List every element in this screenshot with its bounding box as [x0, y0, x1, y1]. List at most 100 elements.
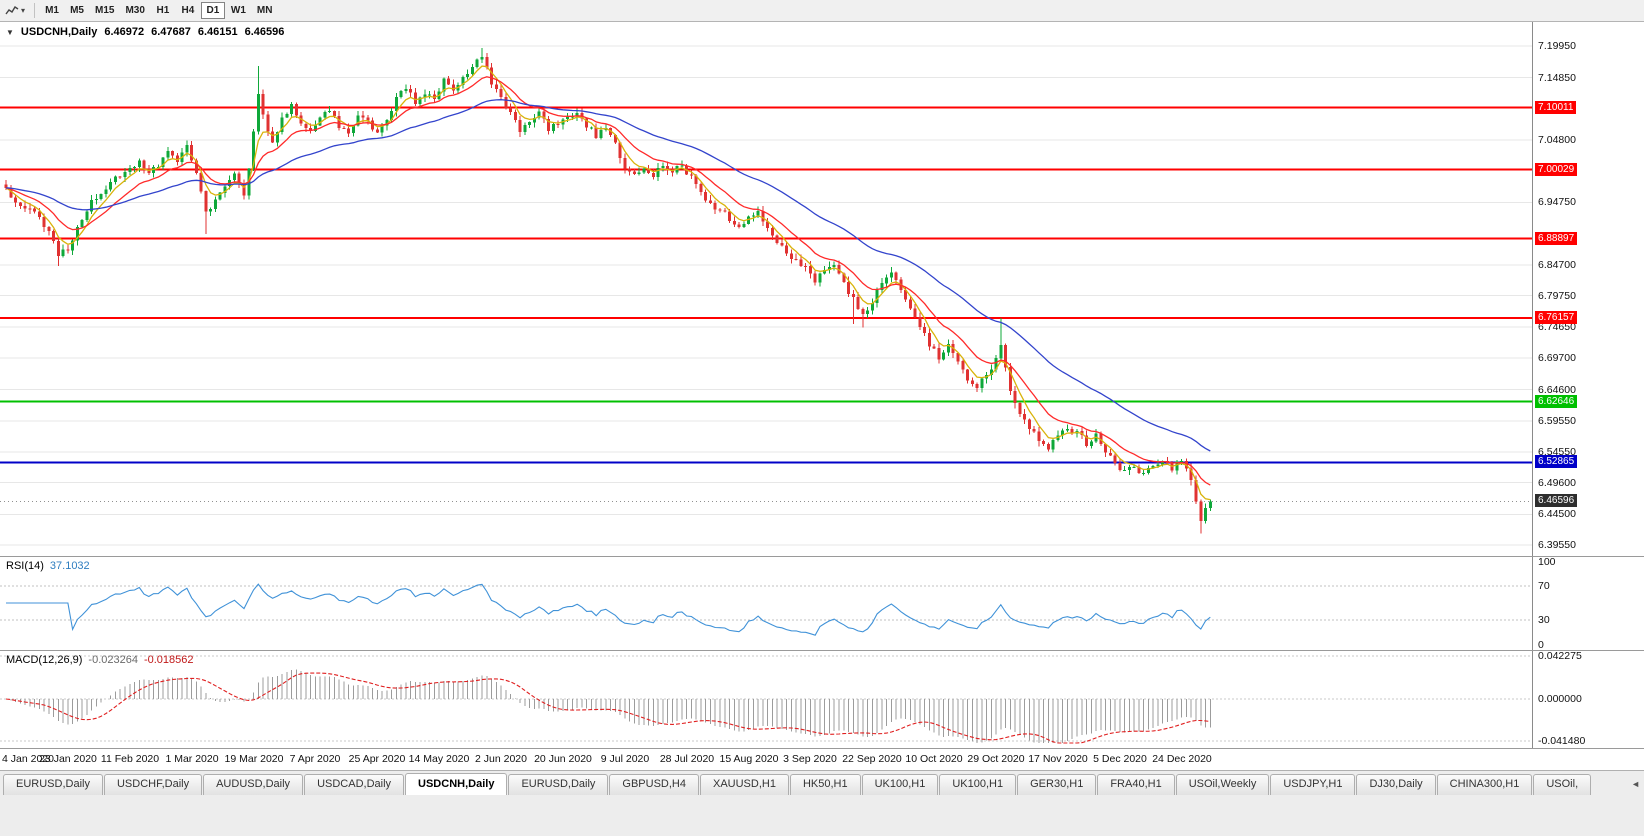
- chart-tab[interactable]: FRA40,H1: [1097, 774, 1175, 795]
- date-tick-label: 2 Jun 2020: [475, 753, 527, 765]
- time-scale[interactable]: 4 Jan 2020 23 Jan 2020 11 Feb 2020 1 Mar 20…: [0, 748, 1644, 770]
- main-chart-plot[interactable]: [0, 22, 1532, 556]
- ohlc-close: 6.46596: [244, 26, 285, 38]
- chart-symbol-title: USDCNH,Daily: [20, 26, 98, 38]
- chart-tab[interactable]: USDCNH,Daily: [405, 773, 508, 795]
- ohlc-open: 6.46972: [104, 26, 145, 38]
- rsi-plot[interactable]: [0, 557, 1532, 650]
- macd-main-value: -0.023264: [88, 654, 138, 666]
- price-level-label: 6.52865: [1535, 455, 1578, 468]
- rsi-label: RSI(14) 37.1032: [6, 560, 90, 572]
- ohlc-high: 6.47687: [151, 26, 191, 38]
- chart-tabs: EURUSD,Daily USDCHF,Daily AUDUSD,Daily USDC…: [3, 773, 1592, 795]
- chart-tab[interactable]: GBPUSD,H4: [609, 774, 699, 795]
- chart-tab[interactable]: USDJPY,H1: [1270, 774, 1356, 795]
- date-tick-label: 10 Oct 2020: [905, 753, 963, 765]
- price-tick-label: 6.44500: [1538, 508, 1576, 520]
- date-tick-label: 29 Oct 2020: [967, 753, 1025, 765]
- chart-tab[interactable]: AUDUSD,Daily: [203, 774, 304, 795]
- dropdown-caret-icon[interactable]: ▾: [21, 6, 26, 15]
- date-tick-label: 9 Jul 2020: [600, 753, 650, 765]
- main-chart-panel: ▼ USDCNH,Daily 6.46972 6.47687 6.46151 6…: [0, 22, 1644, 556]
- timeframe-button-d1[interactable]: D1: [200, 2, 225, 19]
- date-tick-label: 4 Jan 2020: [2, 753, 54, 765]
- price-tick-label: 6.59550: [1538, 415, 1576, 427]
- timeframe-toolbar: ▾ M1 M5 M15 M30 H1 H4 D1 W1 MN: [0, 0, 1644, 22]
- date-tick-label: 24 Dec 2020: [1152, 753, 1212, 765]
- rsi-scale[interactable]: 100 70 30 0: [1532, 556, 1644, 651]
- line-chart-icon[interactable]: [5, 4, 19, 18]
- date-tick-label: 23 Jan 2020: [39, 753, 97, 765]
- chart-tab[interactable]: UK100,H1: [939, 774, 1017, 795]
- price-level-label: 6.46596: [1535, 494, 1578, 507]
- timeframe-button-h4[interactable]: H4: [181, 5, 195, 16]
- rsi-tick-label: 30: [1538, 614, 1550, 626]
- date-tick-label: 1 Mar 2020: [165, 753, 219, 765]
- chart-tab[interactable]: UK100,H1: [861, 774, 939, 795]
- rsi-tick-label: 100: [1538, 556, 1556, 568]
- chart-tab[interactable]: EURUSD,Daily: [3, 774, 103, 795]
- timeframe-button-mn[interactable]: MN: [256, 5, 273, 16]
- macd-name: MACD(12,26,9): [6, 654, 83, 666]
- date-tick-label: 15 Aug 2020: [719, 753, 779, 765]
- chart-tab[interactable]: CHINA300,H1: [1436, 774, 1533, 795]
- chart-tab[interactable]: EURUSD,Daily: [508, 774, 609, 795]
- price-scale[interactable]: 7.19950 7.14850 7.04800 6.94750 6.84700 6.797…: [1532, 22, 1644, 556]
- price-tick-label: 6.64600: [1538, 384, 1576, 396]
- date-tick-label: 20 Jun 2020: [534, 753, 592, 765]
- date-tick-label: 22 Sep 2020: [842, 753, 902, 765]
- chart-tab[interactable]: XAUUSD,H1: [699, 774, 789, 795]
- date-tick-label: 11 Feb 2020: [100, 753, 160, 765]
- date-tick-label: 3 Sep 2020: [783, 753, 837, 765]
- rsi-panel: RSI(14) 37.1032 100 70 30 0: [0, 556, 1644, 651]
- collapse-icon[interactable]: ▼: [6, 27, 14, 37]
- macd-plot[interactable]: [0, 651, 1532, 748]
- price-tick-label: 6.74650: [1538, 321, 1576, 333]
- price-tick-label: 6.84700: [1538, 259, 1576, 271]
- date-tick-label: 28 Jul 2020: [659, 753, 715, 765]
- price-level-label: 6.88897: [1535, 232, 1578, 245]
- macd-label: MACD(12,26,9) -0.023264 -0.018562: [6, 654, 194, 666]
- date-tick-label: 14 May 2020: [408, 753, 470, 765]
- timeframe-buttons: M1 M5 M15 M30 H1 H4 D1 W1 MN: [40, 2, 277, 19]
- macd-scale[interactable]: 0.042275 0.000000 -0.041480: [1532, 650, 1644, 748]
- date-tick-label: 17 Nov 2020: [1028, 753, 1088, 765]
- tab-scroll-left-icon[interactable]: ◄: [1631, 779, 1640, 789]
- macd-panel: MACD(12,26,9) -0.023264 -0.018562 0.0422…: [0, 650, 1644, 748]
- date-tick-label: 7 Apr 2020: [289, 753, 341, 765]
- chart-tab[interactable]: DJ30,Daily: [1356, 774, 1436, 795]
- date-tick-label: 25 Apr 2020: [348, 753, 406, 765]
- rsi-tick-label: 70: [1538, 580, 1550, 592]
- price-tick-label: 6.94750: [1538, 196, 1576, 208]
- chart-tab[interactable]: GER30,H1: [1017, 774, 1097, 795]
- timeframe-button-m30[interactable]: M30: [125, 5, 145, 16]
- toolbar-separator: [34, 3, 36, 18]
- timeframe-button-m15[interactable]: M15: [95, 5, 115, 16]
- price-tick-label: 6.49600: [1538, 477, 1576, 489]
- price-tick-label: 6.39550: [1538, 539, 1576, 551]
- timeframe-button-m5[interactable]: M5: [70, 5, 84, 16]
- date-tick-label: 5 Dec 2020: [1093, 753, 1147, 765]
- price-level-label: 7.10011: [1535, 101, 1577, 114]
- chart-tab[interactable]: USOil,Weekly: [1175, 774, 1270, 795]
- macd-tick-label: 0.000000: [1538, 693, 1582, 705]
- chart-tab[interactable]: USDCHF,Daily: [103, 774, 203, 795]
- price-tick-label: 6.79750: [1538, 290, 1576, 302]
- price-level-label: 6.62646: [1535, 395, 1578, 408]
- chart-header: ▼ USDCNH,Daily 6.46972 6.47687 6.46151 6…: [6, 26, 284, 38]
- macd-signal-value: -0.018562: [143, 654, 194, 666]
- chart-tab-bar: EURUSD,Daily USDCHF,Daily AUDUSD,Daily USDC…: [0, 770, 1644, 795]
- timeframe-button-h1[interactable]: H1: [156, 5, 170, 16]
- chart-tab[interactable]: HK50,H1: [789, 774, 861, 795]
- price-tick-label: 7.19950: [1538, 40, 1576, 52]
- rsi-tick-label: 0: [1538, 639, 1544, 651]
- date-tick-label: 19 Mar 2020: [224, 753, 284, 765]
- price-tick-label: 7.14850: [1538, 72, 1576, 84]
- chart-tab[interactable]: USOil,: [1533, 774, 1592, 795]
- rsi-value: 37.1032: [49, 560, 90, 572]
- chart-tab[interactable]: USDCAD,Daily: [304, 774, 405, 795]
- timeframe-button-w1[interactable]: W1: [230, 5, 246, 16]
- timeframe-button-m1[interactable]: M1: [45, 5, 59, 16]
- price-tick-label: 6.69700: [1538, 352, 1576, 364]
